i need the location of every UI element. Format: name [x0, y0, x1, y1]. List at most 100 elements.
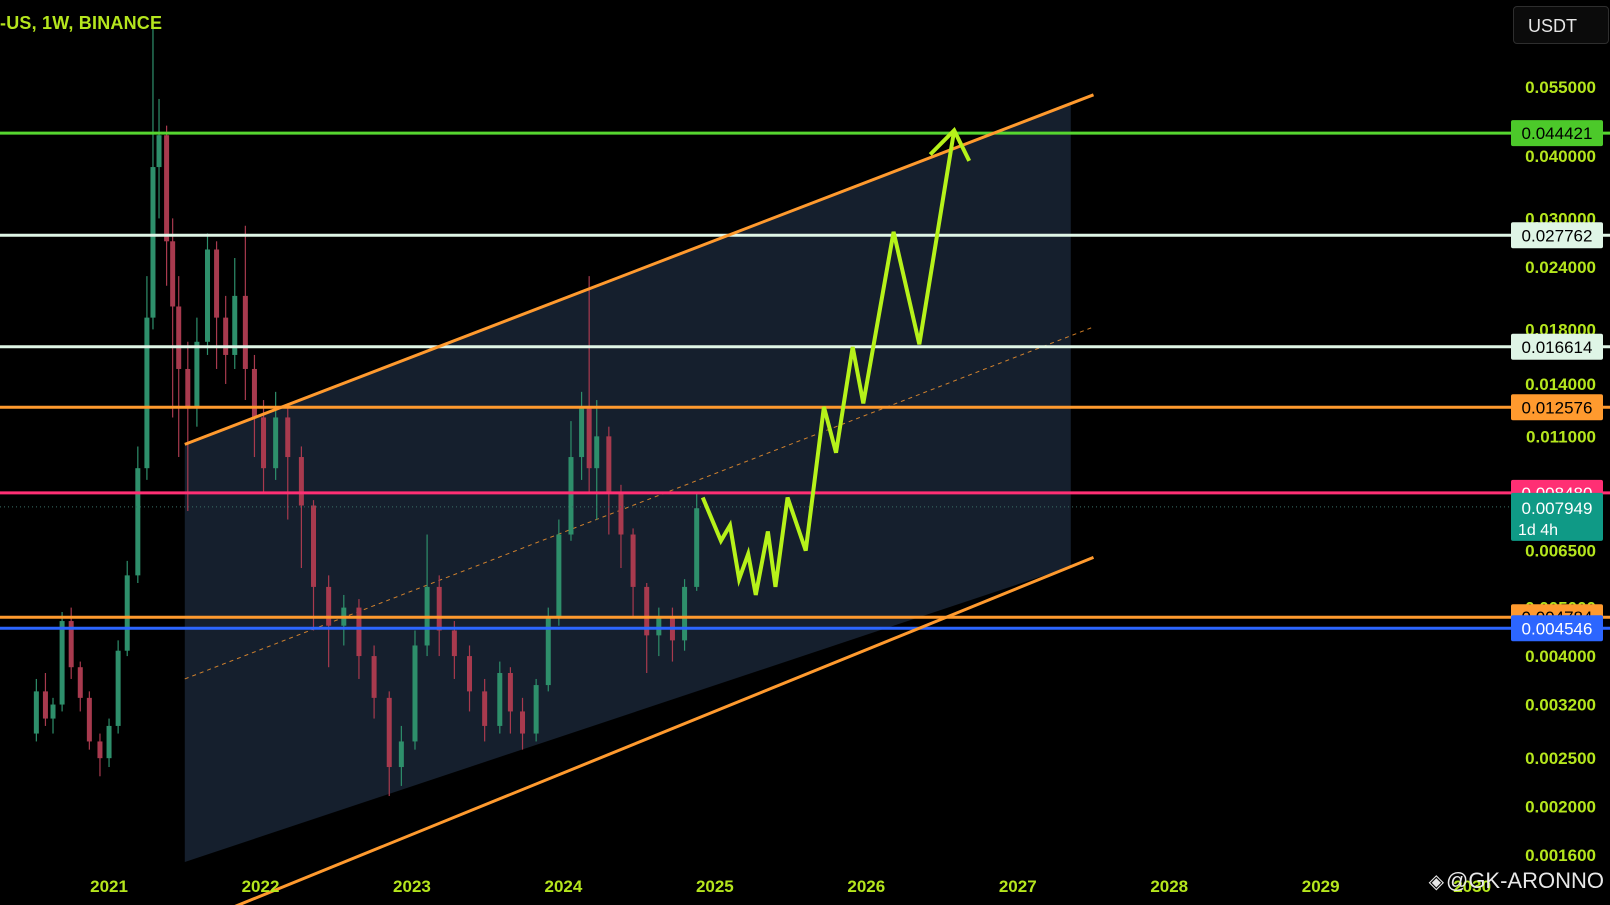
y-tick-label: 0.003200: [1525, 696, 1596, 715]
channel-lines[interactable]: [184, 93, 1095, 905]
level-price-text: 0.004546: [1522, 619, 1593, 638]
x-tick-label: 2022: [242, 877, 280, 896]
candle-body: [568, 457, 574, 535]
candlesticks: [33, 28, 700, 797]
level-price-text: 0.027762: [1522, 226, 1593, 245]
candle-body: [42, 691, 48, 719]
x-tick-label: 2028: [1150, 877, 1188, 896]
y-tick-label: 0.040000: [1525, 147, 1596, 166]
channel-fill: [184, 103, 1071, 862]
channel-lower-line[interactable]: [185, 556, 1095, 905]
y-tick-label: 0.001600: [1525, 846, 1596, 865]
candle-body: [86, 697, 92, 742]
candle-body: [223, 317, 229, 355]
candle-body: [106, 725, 112, 759]
horizontal-levels[interactable]: [0, 131, 1610, 630]
watermark-text: @GK-ARONNO: [1445, 868, 1604, 893]
candle-body: [482, 691, 488, 726]
candle-body: [656, 616, 662, 636]
candle-body: [135, 468, 141, 576]
y-tick-label: 0.002500: [1525, 749, 1596, 768]
candle-body: [251, 368, 257, 418]
candle-body: [586, 408, 592, 469]
candle-body: [618, 492, 624, 535]
candle-body: [545, 616, 551, 686]
projection-arrowhead[interactable]: [928, 126, 972, 162]
candle-body: [594, 436, 600, 469]
projection-zigzag[interactable]: [700, 130, 957, 596]
candle-body: [170, 241, 176, 307]
projection-arrow[interactable]: [700, 126, 972, 596]
candle-body: [285, 417, 291, 458]
x-tick-label: 2026: [847, 877, 885, 896]
current-price-badge: [1511, 492, 1603, 541]
price-labels: 0.0444210.0277620.0166140.0125760.008480…: [1511, 120, 1603, 642]
candle-body: [682, 586, 688, 641]
y-tick-label: 0.014000: [1525, 375, 1596, 394]
x-tick-label: 2029: [1302, 877, 1340, 896]
candle-body: [298, 457, 304, 506]
channel-midline: [184, 326, 1094, 680]
candle-body: [556, 534, 562, 617]
candle-body: [50, 704, 56, 719]
x-tick-label: 2030: [1453, 877, 1491, 896]
x-tick-label: 2024: [544, 877, 582, 896]
y-tick-label: 0.006500: [1525, 542, 1596, 561]
symbol-title[interactable]: -US, 1W, BINANCE: [0, 13, 163, 33]
candle-body: [311, 505, 317, 587]
candle-body: [497, 673, 503, 726]
level-price-badge: [1511, 394, 1603, 421]
y-tick-label: 0.011000: [1526, 427, 1596, 446]
candle-body: [97, 741, 103, 759]
candle-body: [644, 586, 650, 636]
candle-body: [261, 417, 267, 469]
watermark: ◈ @GK-ARONNO: [1429, 868, 1604, 894]
x-tick-label: 2025: [696, 877, 734, 896]
y-tick-label: 0.024000: [1525, 258, 1596, 277]
candle-body: [412, 645, 418, 742]
y-tick-label: 0.002000: [1525, 798, 1596, 817]
time-axis[interactable]: 2021 2022 2023 2024 2025 2026 2027 2028 2029 2030: [90, 877, 1491, 896]
candle-body: [326, 586, 332, 626]
candle-body: [371, 656, 377, 698]
x-tick-label: 2027: [999, 877, 1037, 896]
price-axis[interactable]: 0.0700000.0550000.0400000.0300000.024000…: [1525, 25, 1596, 865]
candle-body: [185, 368, 191, 409]
candle-body: [398, 741, 404, 768]
candle-body: [467, 656, 473, 692]
level-price-text: 0.012576: [1522, 398, 1593, 417]
level-price-badge: [1511, 615, 1603, 642]
candle-body: [507, 673, 513, 712]
candle-body: [242, 295, 248, 369]
candle-body: [273, 417, 279, 469]
channel-midline-dashed: [184, 326, 1094, 680]
candle-body: [436, 586, 442, 631]
candle-body: [77, 667, 83, 698]
candle-body: [451, 630, 457, 657]
candle-body: [156, 135, 162, 168]
candle-body: [606, 436, 612, 493]
candle-body: [694, 508, 700, 587]
candle-body: [150, 167, 156, 318]
candle-body: [204, 249, 210, 342]
channel-shaded-area: [184, 103, 1071, 862]
currency-button[interactable]: USDT: [1513, 6, 1609, 44]
level-price-badge: [1511, 120, 1603, 147]
candle-body: [214, 249, 220, 318]
channel-upper-line[interactable]: [184, 93, 1095, 446]
binance-diamond-icon: ◈: [1428, 870, 1444, 893]
candle-body: [164, 135, 170, 242]
candle-body: [533, 685, 539, 734]
candle-body: [176, 306, 182, 369]
candle-body: [59, 621, 65, 705]
candle-body: [356, 607, 362, 657]
x-tick-label: 2023: [393, 877, 431, 896]
candle-body: [232, 295, 238, 355]
candle-body: [520, 711, 526, 734]
candle-body: [33, 691, 39, 734]
level-price-badge: [1511, 333, 1603, 360]
candle-body: [115, 650, 121, 726]
level-price-text: 0.016614: [1522, 338, 1593, 357]
y-tick-label: 0.055000: [1525, 78, 1596, 97]
